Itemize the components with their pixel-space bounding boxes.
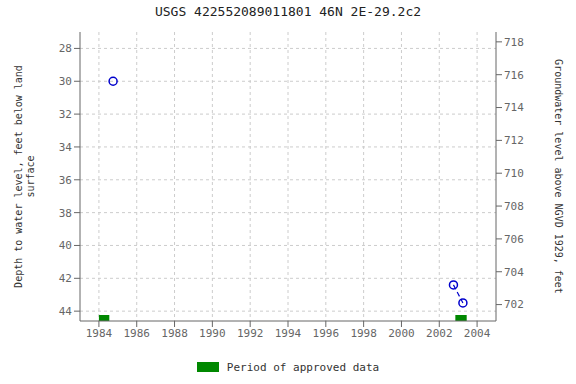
svg-text:38: 38 <box>59 207 72 220</box>
svg-text:Groundwater level above NGVD 1: Groundwater level above NGVD 1929, feet <box>553 59 564 294</box>
svg-text:1986: 1986 <box>123 327 150 340</box>
svg-text:704: 704 <box>504 266 524 279</box>
svg-text:42: 42 <box>59 272 72 285</box>
svg-text:40: 40 <box>59 239 72 252</box>
svg-text:Depth to water level, feet bel: Depth to water level, feet below land <box>13 65 24 288</box>
svg-text:1992: 1992 <box>237 327 264 340</box>
svg-text:712: 712 <box>504 134 524 147</box>
svg-text:702: 702 <box>504 298 524 311</box>
svg-text:36: 36 <box>59 174 72 187</box>
svg-text:28: 28 <box>59 42 72 55</box>
svg-text:706: 706 <box>504 233 524 246</box>
svg-text:1996: 1996 <box>313 327 340 340</box>
svg-text:surface: surface <box>25 155 36 197</box>
html-text:USGS 422552089011801 46N 2E-29: USGS 422552089011801 46N 2E-29.2c2 <box>154 4 421 19</box>
svg-text:1994: 1994 <box>275 327 302 340</box>
svg-text:1990: 1990 <box>199 327 226 340</box>
svg-text:34: 34 <box>59 141 73 154</box>
svg-text:710: 710 <box>504 167 524 180</box>
svg-text:1984: 1984 <box>86 327 113 340</box>
html-text:Period of approved data: Period of approved data <box>226 360 380 374</box>
svg-text:2000: 2000 <box>388 327 415 340</box>
svg-text:714: 714 <box>504 101 524 114</box>
svg-text:2002: 2002 <box>426 327 453 340</box>
svg-text:30: 30 <box>59 75 72 88</box>
svg-text:1988: 1988 <box>161 327 188 340</box>
svg-text:716: 716 <box>504 69 524 82</box>
svg-text:1998: 1998 <box>350 327 377 340</box>
svg-text:708: 708 <box>504 200 524 213</box>
svg-text:2004: 2004 <box>464 327 491 340</box>
svg-text:32: 32 <box>59 108 72 121</box>
svg-text:44: 44 <box>59 305 73 318</box>
svg-text:718: 718 <box>504 36 524 49</box>
